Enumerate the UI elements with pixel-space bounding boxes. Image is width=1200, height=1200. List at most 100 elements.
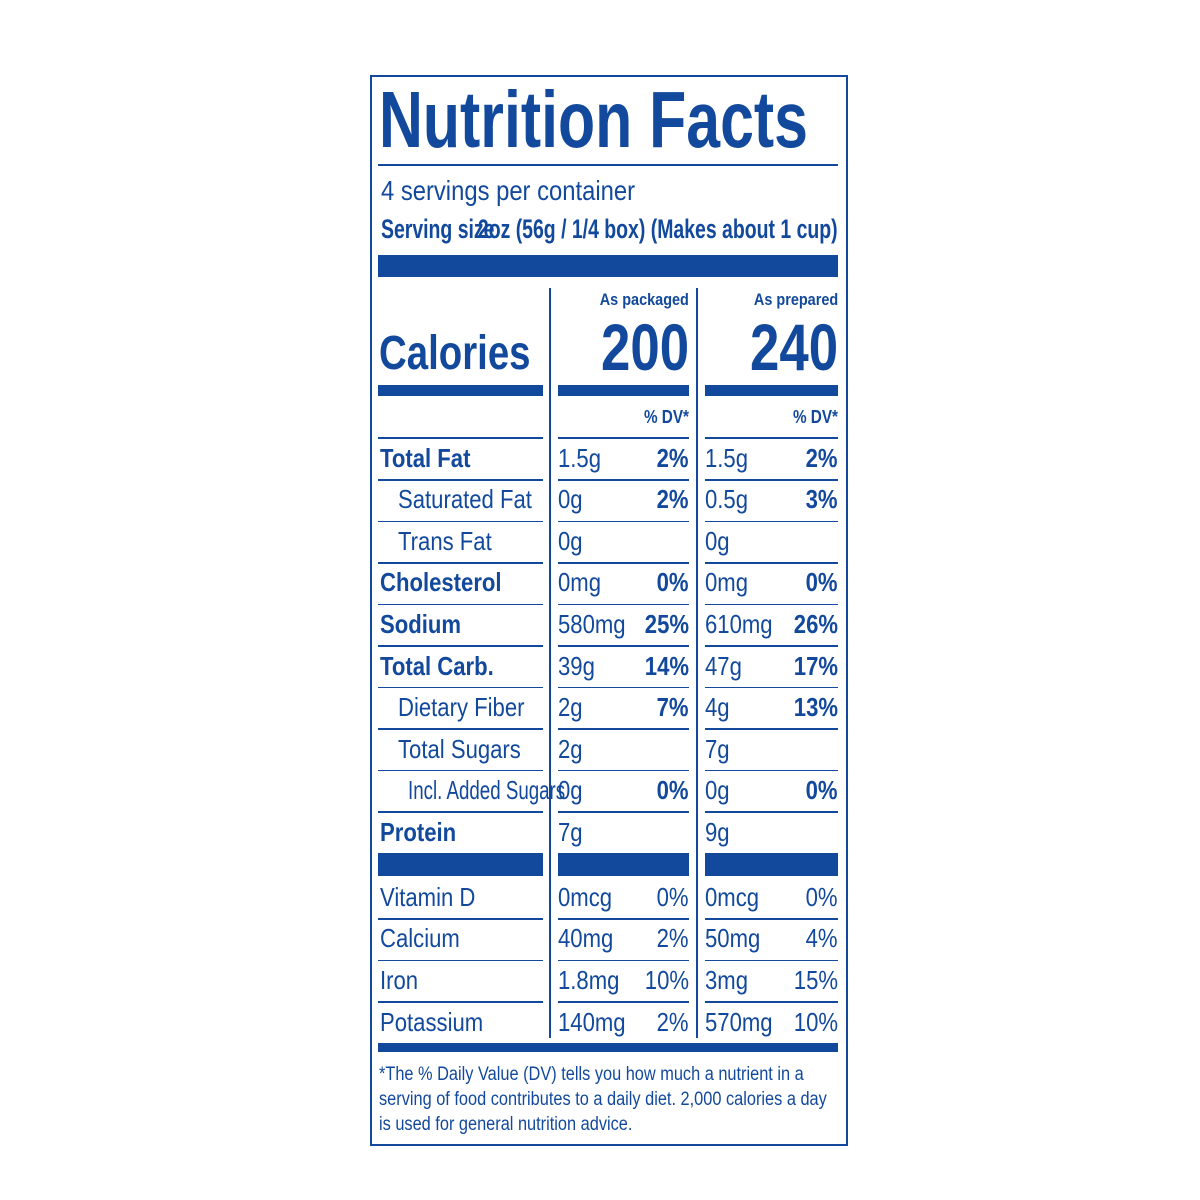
nutrient-name: Total Fat: [380, 442, 471, 473]
title: Nutrition Facts: [379, 75, 808, 164]
rule-line: [705, 686, 838, 689]
rule-line: [705, 959, 838, 962]
label-frame: [370, 75, 848, 1146]
rule-line: [378, 811, 543, 813]
daily-value: 4%: [806, 923, 838, 954]
amount: 0g: [705, 775, 730, 806]
rule-bar: [558, 385, 689, 396]
daily-value: 2%: [657, 442, 689, 473]
daily-value: 0%: [806, 567, 838, 598]
amount: 610mg: [705, 608, 773, 639]
amount: 0g: [558, 775, 583, 806]
daily-value: 0%: [657, 567, 689, 598]
nutrient-name: Total Carb.: [380, 650, 494, 681]
amount: 2g: [558, 692, 583, 723]
daily-value: 0%: [657, 881, 689, 912]
daily-value: 2%: [657, 923, 689, 954]
nutrient-name: Trans Fat: [398, 525, 492, 556]
thick-bar: [378, 1043, 838, 1052]
rule-line: [705, 769, 838, 772]
amount: 570mg: [705, 1006, 773, 1037]
amount: 580mg: [558, 608, 626, 639]
amount: 0mg: [558, 567, 601, 598]
nutrient-name: Vitamin D: [380, 881, 476, 912]
amount: 0g: [558, 525, 583, 556]
daily-value: 3%: [806, 484, 838, 515]
dv-header: % DV*: [643, 407, 689, 428]
rule-bar: [558, 853, 689, 876]
daily-value: 2%: [657, 1006, 689, 1037]
rule-line: [378, 645, 543, 647]
column-header: As packaged: [599, 289, 689, 309]
daily-value: 0%: [657, 775, 689, 806]
rule-line: [378, 164, 838, 166]
rule-line: [378, 562, 543, 564]
rule-line: [705, 603, 838, 606]
amount: 3mg: [705, 965, 748, 996]
rule-line: [705, 562, 838, 564]
rule-line: [378, 479, 543, 481]
amount: 1.8mg: [558, 965, 620, 996]
serving-size-value: 2oz (56g / 1/4 box) (Makes about 1 cup): [478, 214, 838, 245]
rule-line: [558, 1001, 689, 1003]
rule-line: [378, 959, 543, 962]
rule-line: [378, 769, 543, 772]
rule-line: [558, 959, 689, 962]
rule-line: [378, 728, 543, 730]
nutrient-name: Saturated Fat: [398, 484, 532, 515]
rule-line: [705, 645, 838, 647]
amount: 50mg: [705, 923, 761, 954]
amount: 0g: [558, 484, 583, 515]
nutrient-name: Total Sugars: [398, 733, 521, 764]
dv-header: % DV*: [792, 407, 838, 428]
rule-bar: [378, 385, 543, 396]
rule-line: [558, 686, 689, 689]
amount: 1.5g: [558, 442, 602, 473]
nutrient-name: Sodium: [380, 608, 462, 639]
amount: 7g: [558, 816, 583, 847]
footnote: serving of food contributes to a daily d…: [379, 1088, 827, 1110]
amount: 140mg: [558, 1006, 626, 1037]
nutrient-name: Iron: [380, 965, 419, 996]
footnote: is used for general nutrition advice.: [379, 1113, 633, 1135]
nutrient-name: Incl. Added Sugars: [408, 775, 566, 806]
rule-line: [558, 645, 689, 647]
amount: 2g: [558, 733, 583, 764]
daily-value: 2%: [806, 442, 838, 473]
rule-line: [558, 728, 689, 730]
rule-line: [705, 811, 838, 813]
rule-line: [558, 520, 689, 523]
column-divider: [549, 288, 551, 1038]
daily-value: 17%: [793, 650, 838, 681]
amount: 47g: [705, 650, 742, 681]
rule-bar: [705, 385, 838, 396]
rule-line: [378, 1001, 543, 1003]
rule-line: [705, 437, 838, 439]
amount: 9g: [705, 816, 730, 847]
rule-line: [378, 686, 543, 689]
rule-line: [705, 520, 838, 523]
rule-line: [558, 769, 689, 772]
daily-value: 26%: [793, 608, 838, 639]
rule-line: [378, 437, 543, 439]
daily-value: 7%: [657, 692, 689, 723]
rule-line: [558, 918, 689, 920]
rule-line: [378, 603, 543, 606]
calories-value: 240: [749, 309, 838, 384]
rule-line: [558, 479, 689, 481]
rule-line: [705, 1001, 838, 1003]
rule-line: [378, 918, 543, 920]
amount: 0g: [705, 525, 730, 556]
amount: 0mg: [705, 567, 748, 598]
thick-bar: [378, 255, 838, 277]
rule-line: [558, 811, 689, 813]
daily-value: 10%: [793, 1006, 838, 1037]
daily-value: 2%: [657, 484, 689, 515]
rule-line: [705, 918, 838, 920]
rule-line: [705, 728, 838, 730]
daily-value: 25%: [644, 608, 689, 639]
rule-line: [558, 603, 689, 606]
daily-value: 15%: [793, 965, 838, 996]
nutrient-name: Protein: [380, 816, 457, 847]
